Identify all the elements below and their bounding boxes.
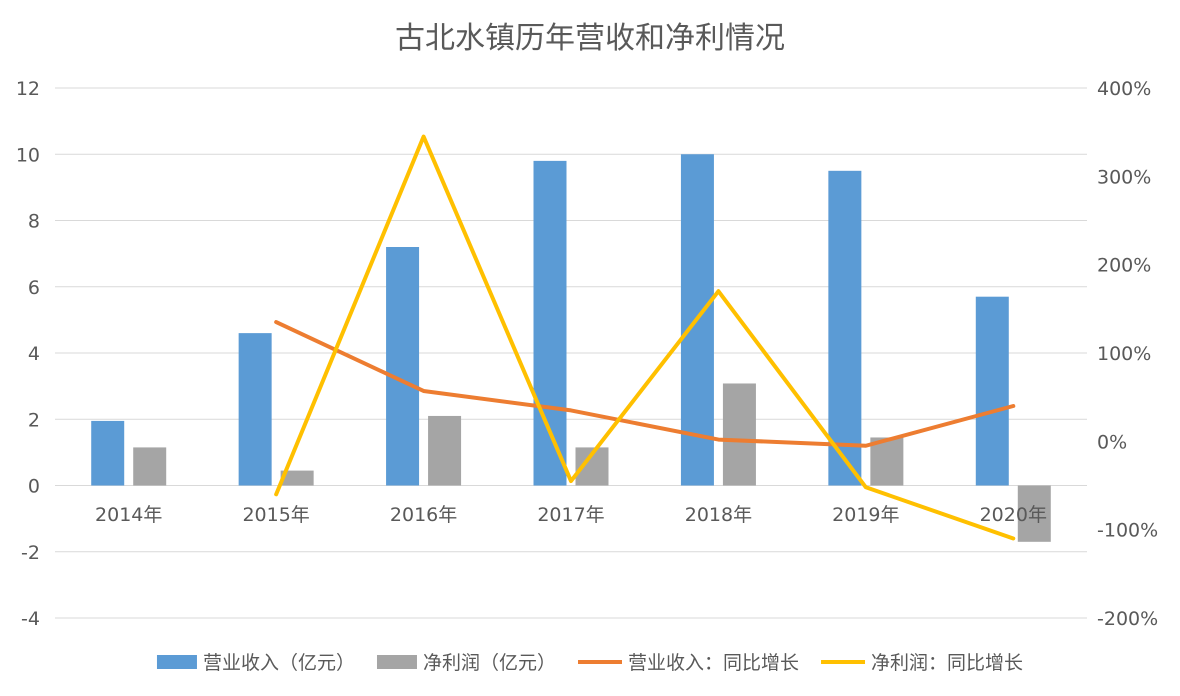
legend-label: 营业收入：同比增长 xyxy=(628,652,799,674)
legend-item: 营业收入（亿元） xyxy=(156,652,355,674)
left-axis: 12 10 8 6 4 2 0 -2 -4 xyxy=(16,78,40,630)
gridlines xyxy=(55,87,1087,619)
bar xyxy=(238,333,272,486)
left-tick-label: -2 xyxy=(21,542,40,564)
bars xyxy=(91,154,1051,542)
legend-item: 净利润（亿元） xyxy=(376,652,556,674)
left-tick-label: 6 xyxy=(28,277,40,299)
category-label: 2020年 xyxy=(980,504,1047,526)
legend-label: 营业收入（亿元） xyxy=(203,652,355,674)
chart-title: 古北水镇历年营收和净利情况 xyxy=(395,21,785,56)
series-line xyxy=(274,134,1016,541)
legend-swatch xyxy=(156,655,197,669)
category-label: 2017年 xyxy=(537,504,604,526)
legend-label: 净利润：同比增长 xyxy=(871,652,1023,674)
legend-item: 净利润：同比增长 xyxy=(821,652,1023,674)
left-tick-label: 10 xyxy=(16,144,40,166)
bar xyxy=(975,296,1009,486)
category-label: 2015年 xyxy=(242,504,309,526)
right-tick-label: 100% xyxy=(1097,343,1151,365)
bar xyxy=(722,383,756,486)
bar xyxy=(91,420,125,486)
left-tick-label: 4 xyxy=(28,343,40,365)
left-tick-label: 0 xyxy=(28,476,40,498)
legend-swatch xyxy=(376,655,417,669)
bar xyxy=(1017,485,1051,542)
bar xyxy=(828,170,862,486)
right-tick-label: 300% xyxy=(1097,166,1151,188)
bar xyxy=(386,247,420,486)
left-tick-label: 8 xyxy=(28,211,40,233)
left-tick-label: 12 xyxy=(16,78,40,100)
bar xyxy=(428,415,462,486)
bar xyxy=(133,447,167,486)
category-axis: 2014年 2015年 2016年 2017年 2018年 2019年 2020年 xyxy=(95,504,1047,526)
right-tick-label: 200% xyxy=(1097,255,1151,277)
bar xyxy=(870,437,904,486)
legend-item: 营业收入：同比增长 xyxy=(578,652,799,674)
right-axis: 400% 300% 200% 100% 0% -100% -200% xyxy=(1097,78,1158,630)
right-tick-label: -100% xyxy=(1097,520,1158,542)
left-tick-label: 2 xyxy=(28,409,40,431)
left-tick-label: -4 xyxy=(21,608,40,630)
series-line xyxy=(274,320,1016,448)
lines xyxy=(274,134,1016,541)
category-label: 2016年 xyxy=(390,504,457,526)
category-label: 2019年 xyxy=(832,504,899,526)
bar xyxy=(280,470,314,486)
legend-label: 净利润（亿元） xyxy=(423,652,556,674)
right-tick-label: -200% xyxy=(1097,608,1158,630)
legend: 营业收入（亿元） 净利润（亿元） 营业收入：同比增长 净利润：同比增长 xyxy=(156,652,1023,674)
category-label: 2018年 xyxy=(685,504,752,526)
category-label: 2014年 xyxy=(95,504,162,526)
right-tick-label: 0% xyxy=(1097,431,1127,453)
right-tick-label: 400% xyxy=(1097,78,1151,100)
